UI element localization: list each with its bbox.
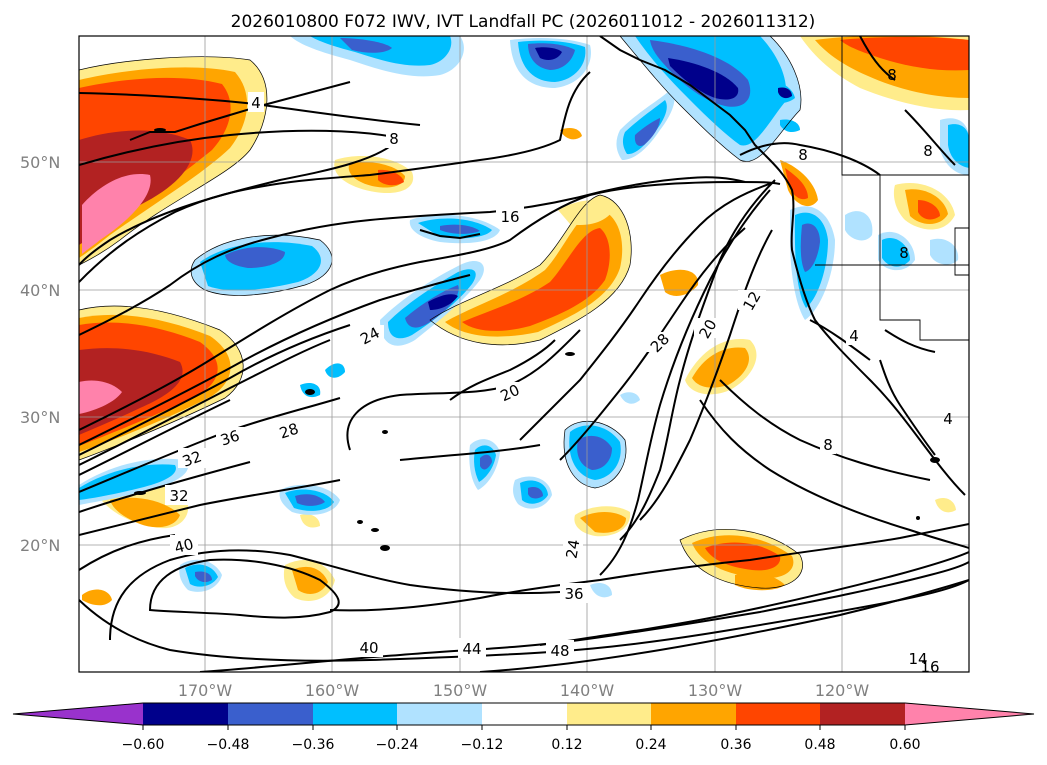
map-area: 4 8 16 24 36 28 32 32 40 20 28 20 12 8 8…: [79, 36, 969, 676]
colorbar-tick-label: −0.48: [207, 737, 250, 753]
contour-label: 36: [218, 426, 242, 449]
contour-label: 4: [849, 327, 859, 345]
contour-label: 14: [908, 650, 927, 668]
contour-label: 8: [389, 130, 399, 148]
lon-label: 150°W: [433, 681, 488, 700]
iwv-contours: [79, 36, 969, 672]
lat-label: 20°N: [20, 536, 60, 555]
contour-label: 28: [277, 419, 301, 442]
contour-label: 16: [500, 208, 519, 226]
state-borders: [815, 36, 969, 341]
colorbar-segment: [313, 703, 397, 725]
colorbar-segment: [228, 703, 313, 725]
colorbar-tick-label: 0.36: [720, 737, 751, 753]
contour-label: 16: [920, 658, 939, 676]
map-title: 2026010800 F072 IWV, IVT Landfall PC (20…: [231, 12, 816, 32]
contour-label: 8: [823, 436, 833, 454]
contour-label: 44: [462, 640, 481, 658]
colorbar-segment: [651, 703, 736, 725]
contour-label: 8: [798, 146, 808, 164]
contour-label: 8: [899, 244, 909, 262]
contour-label: 8: [887, 66, 897, 84]
contour-label: 36: [564, 585, 583, 603]
colorbar-tick-label: 0.12: [551, 737, 582, 753]
contour-label: 48: [550, 642, 569, 660]
contour-label: 8: [923, 142, 933, 160]
colorbar-tick-label: 0.60: [889, 737, 920, 753]
longitude-labels: 170°W 160°W 150°W 140°W 130°W 120°W: [178, 681, 870, 700]
colorbar-segment: [820, 703, 905, 725]
colorbar-tick-label: 0.48: [804, 737, 835, 753]
contour-label: 40: [359, 639, 378, 657]
contour-label: 32: [180, 447, 204, 470]
map-frame: [78, 35, 970, 673]
latitude-labels: 50°N 40°N 30°N 20°N: [20, 153, 60, 555]
negative-anomaly-fill: [79, 36, 969, 598]
colorbar-tick-label: −0.60: [122, 737, 165, 753]
contour-label: 4: [251, 94, 261, 112]
contour-label: 32: [169, 487, 188, 505]
colorbar-tick-label: −0.36: [292, 737, 335, 753]
lon-label: 130°W: [688, 681, 743, 700]
lat-label: 50°N: [20, 153, 60, 172]
contour-label: 24: [562, 538, 583, 560]
lat-label: 40°N: [20, 281, 60, 300]
colorbar-segment: [482, 703, 567, 725]
colorbar-tick-label: −0.24: [376, 737, 419, 753]
lat-label: 30°N: [20, 408, 60, 427]
colorbar-tick-label: 0.24: [635, 737, 666, 753]
colorbar: −0.60 −0.48 −0.36 −0.24 −0.12 0.12 0.24 …: [12, 702, 1035, 753]
islands: [134, 128, 940, 551]
colorbar-segment: [143, 703, 228, 725]
colorbar-tick-label: −0.12: [461, 737, 504, 753]
colorbar-segment: [736, 703, 820, 725]
contour-label: 40: [172, 535, 195, 557]
colorbar-ticks: [142, 725, 906, 730]
contour-label-bg: [165, 92, 862, 660]
colorbar-segment: [567, 703, 651, 725]
colorbar-segment: [905, 703, 1034, 725]
colorbar-segment: [397, 703, 482, 725]
lon-label: 170°W: [178, 681, 233, 700]
lon-label: 120°W: [815, 681, 870, 700]
colorbar-segment: [13, 703, 143, 725]
contour-label: 4: [943, 410, 953, 428]
lon-label: 160°W: [305, 681, 360, 700]
lon-label: 140°W: [560, 681, 615, 700]
